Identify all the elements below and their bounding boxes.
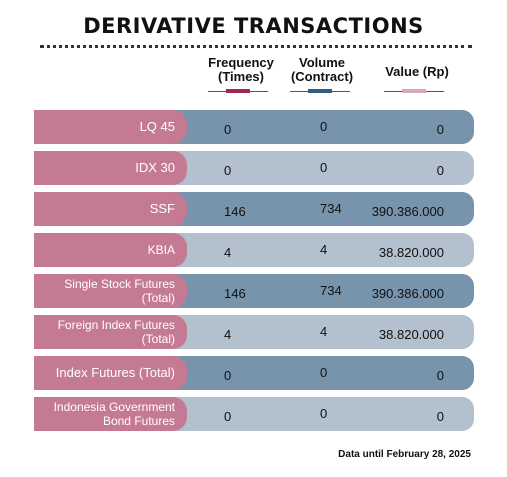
frequency-cell: 146	[224, 286, 246, 301]
volume-legend-line	[290, 89, 350, 93]
table-row-lq45: LQ 45 0 0 0	[34, 110, 474, 144]
page-title: DERIVATIVE TRANSACTIONS	[83, 14, 424, 38]
value-cell: 38.820.000	[378, 327, 444, 342]
frequency-cell: 0	[224, 368, 232, 383]
row-label-line1: Index Futures (Total)	[55, 365, 175, 380]
frequency-header-line1: Frequency	[208, 55, 274, 70]
row-label-line1: Foreign Index Futures	[57, 318, 175, 332]
row-label-line2: (Total)	[141, 291, 175, 305]
table-row-single-stock-futures: Single Stock Futures (Total) 146 734 390…	[34, 274, 474, 308]
row-label-line1: Single Stock Futures	[64, 277, 175, 291]
table-row-idx30: IDX 30 0 0 0	[34, 151, 474, 185]
value-cell: 0	[436, 409, 444, 424]
frequency-cell: 0	[224, 409, 232, 424]
table-row-government-bond-futures: Indonesia Government Bond Futures 0 0 0	[34, 397, 474, 431]
volume-header: Volume (Contract)	[282, 56, 362, 84]
footnote: Data until February 28, 2025	[338, 449, 471, 460]
frequency-cell: 146	[224, 204, 246, 219]
volume-cell: 4	[320, 324, 328, 339]
value-cell: 390.386.000	[371, 204, 444, 219]
row-label-line1: LQ 45	[139, 119, 175, 134]
row-label-line2: (Total)	[141, 332, 175, 346]
row-label: Indonesia Government Bond Futures	[34, 397, 187, 431]
row-label: KBIA	[34, 233, 187, 267]
row-label: Single Stock Futures (Total)	[34, 274, 187, 308]
frequency-header-line2: (Times)	[218, 69, 264, 84]
volume-cell: 0	[320, 160, 328, 175]
frequency-cell: 4	[224, 245, 232, 260]
row-label: SSF	[34, 192, 187, 226]
row-label: Index Futures (Total)	[34, 356, 187, 390]
row-label-line1: KBIA	[147, 243, 175, 257]
value-cell: 0	[436, 368, 444, 383]
row-label: IDX 30	[34, 151, 187, 185]
table-row-index-futures: Index Futures (Total) 0 0 0	[34, 356, 474, 390]
frequency-legend-line	[208, 89, 268, 93]
volume-header-line1: Volume	[299, 55, 345, 70]
value-header-line1: Value (Rp)	[385, 64, 449, 79]
value-cell: 0	[436, 122, 444, 137]
volume-swatch	[308, 89, 332, 93]
value-swatch	[402, 89, 426, 93]
volume-header-line2: (Contract)	[290, 69, 354, 84]
frequency-cell: 4	[224, 327, 232, 342]
value-cell: 390.386.000	[371, 286, 444, 301]
volume-cell: 0	[320, 119, 328, 134]
table-row-foreign-index-futures: Foreign Index Futures (Total) 4 4 38.820…	[34, 315, 474, 349]
row-label: LQ 45	[34, 110, 187, 144]
frequency-cell: 0	[224, 122, 232, 137]
volume-cell: 4	[320, 242, 328, 257]
row-label: Foreign Index Futures (Total)	[34, 315, 187, 349]
volume-cell: 734	[320, 201, 342, 216]
value-header: Value (Rp)	[372, 65, 462, 79]
row-label-line1: IDX 30	[135, 160, 175, 175]
table-row-kbia: KBIA 4 4 38.820.000	[34, 233, 474, 267]
frequency-swatch	[226, 89, 250, 93]
table-row-ssf: SSF 146 734 390.386.000	[34, 192, 474, 226]
volume-cell: 0	[320, 365, 328, 380]
row-label-line2: Bond Futures	[102, 414, 175, 428]
row-label-line1: Indonesia Government	[53, 400, 175, 414]
volume-cell: 734	[320, 283, 342, 298]
dotted-divider	[40, 45, 472, 48]
frequency-cell: 0	[224, 163, 232, 178]
value-legend-line	[384, 89, 444, 93]
value-cell: 38.820.000	[378, 245, 444, 260]
value-cell: 0	[436, 163, 444, 178]
volume-cell: 0	[320, 406, 328, 421]
row-label-line1: SSF	[149, 201, 175, 216]
frequency-header: Frequency (Times)	[196, 56, 286, 84]
